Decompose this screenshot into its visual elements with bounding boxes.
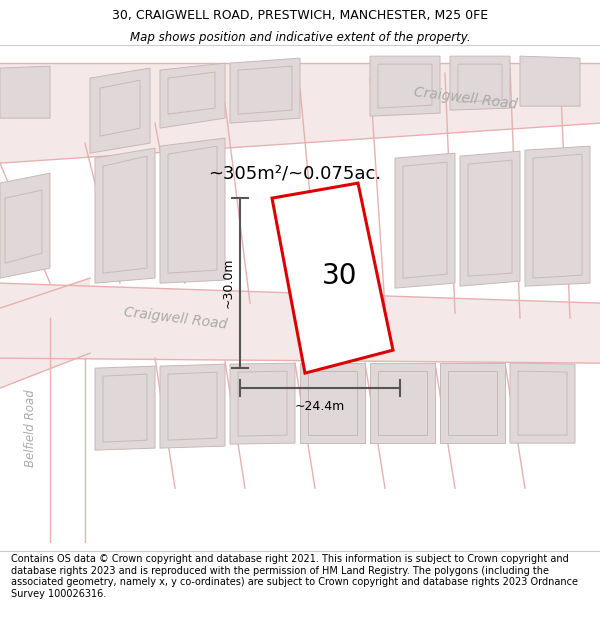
Polygon shape <box>518 371 567 435</box>
Polygon shape <box>520 56 580 106</box>
Polygon shape <box>168 146 217 273</box>
Text: Belfield Road: Belfield Road <box>23 389 37 467</box>
Polygon shape <box>168 372 217 440</box>
Polygon shape <box>378 64 432 108</box>
Polygon shape <box>395 153 455 288</box>
Polygon shape <box>0 278 90 388</box>
Polygon shape <box>160 138 225 283</box>
Text: 30: 30 <box>322 262 358 290</box>
Polygon shape <box>238 371 287 436</box>
Polygon shape <box>160 364 225 448</box>
Polygon shape <box>510 363 575 443</box>
Polygon shape <box>103 374 147 442</box>
Polygon shape <box>300 363 365 443</box>
Polygon shape <box>0 283 600 363</box>
Polygon shape <box>533 154 582 278</box>
Text: Craigwell Road: Craigwell Road <box>413 85 517 111</box>
Polygon shape <box>230 363 295 444</box>
Polygon shape <box>370 363 435 443</box>
Polygon shape <box>168 72 215 114</box>
Text: Contains OS data © Crown copyright and database right 2021. This information is : Contains OS data © Crown copyright and d… <box>11 554 578 599</box>
Polygon shape <box>0 66 50 118</box>
Polygon shape <box>525 146 590 286</box>
Polygon shape <box>238 66 292 114</box>
Polygon shape <box>95 148 155 283</box>
Polygon shape <box>308 371 357 435</box>
Polygon shape <box>90 68 150 153</box>
Polygon shape <box>0 173 50 278</box>
Polygon shape <box>440 363 505 443</box>
Polygon shape <box>448 371 497 435</box>
Polygon shape <box>370 56 440 116</box>
Text: ~30.0m: ~30.0m <box>222 258 235 308</box>
Text: 30, CRAIGWELL ROAD, PRESTWICH, MANCHESTER, M25 0FE: 30, CRAIGWELL ROAD, PRESTWICH, MANCHESTE… <box>112 9 488 22</box>
Text: ~305m²/~0.075ac.: ~305m²/~0.075ac. <box>208 164 382 182</box>
Polygon shape <box>230 58 300 123</box>
Text: Map shows position and indicative extent of the property.: Map shows position and indicative extent… <box>130 31 470 44</box>
Polygon shape <box>403 162 447 278</box>
Polygon shape <box>160 63 225 128</box>
Polygon shape <box>95 366 155 450</box>
Polygon shape <box>378 371 427 435</box>
Polygon shape <box>5 190 42 263</box>
Text: Craigwell Road: Craigwell Road <box>122 305 227 331</box>
Polygon shape <box>100 80 140 136</box>
Polygon shape <box>468 160 512 276</box>
Polygon shape <box>460 151 520 286</box>
Text: ~24.4m: ~24.4m <box>295 400 345 413</box>
Polygon shape <box>450 56 510 110</box>
Polygon shape <box>272 183 393 373</box>
Polygon shape <box>0 63 600 163</box>
Polygon shape <box>458 64 502 102</box>
Polygon shape <box>103 156 147 273</box>
